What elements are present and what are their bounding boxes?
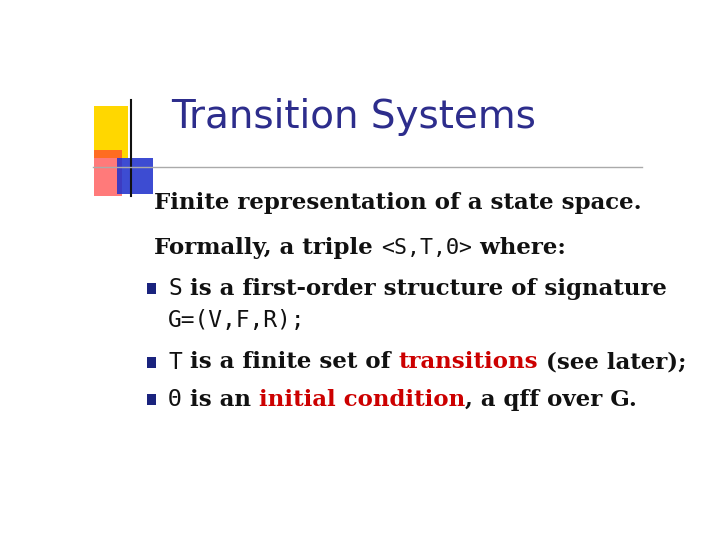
Text: S: S [168,277,182,300]
Text: where:: where: [472,237,566,259]
Text: Θ: Θ [168,388,182,411]
Bar [94,150,122,196]
Text: (see later);: (see later); [538,351,686,373]
Text: Finite representation of a state space.: Finite representation of a state space. [154,192,642,214]
Text: is a first-order structure of signature: is a first-order structure of signature [182,278,667,300]
Text: <S,T,Θ>: <S,T,Θ> [381,238,472,258]
Bar [147,394,156,405]
Text: Transition Systems: Transition Systems [171,98,536,136]
Bar [94,106,128,158]
Text: Formally, a triple: Formally, a triple [154,237,381,259]
Text: transitions: transitions [398,351,538,373]
Text: G=(V,F,R);: G=(V,F,R); [168,309,305,332]
Bar [147,283,156,294]
Bar [117,158,153,194]
Text: T: T [168,350,182,374]
Text: initial condition: initial condition [259,388,465,410]
Text: is a finite set of: is a finite set of [182,351,398,373]
Bar [147,357,156,368]
Text: is an: is an [182,388,259,410]
Text: , a qff over G.: , a qff over G. [465,388,637,410]
